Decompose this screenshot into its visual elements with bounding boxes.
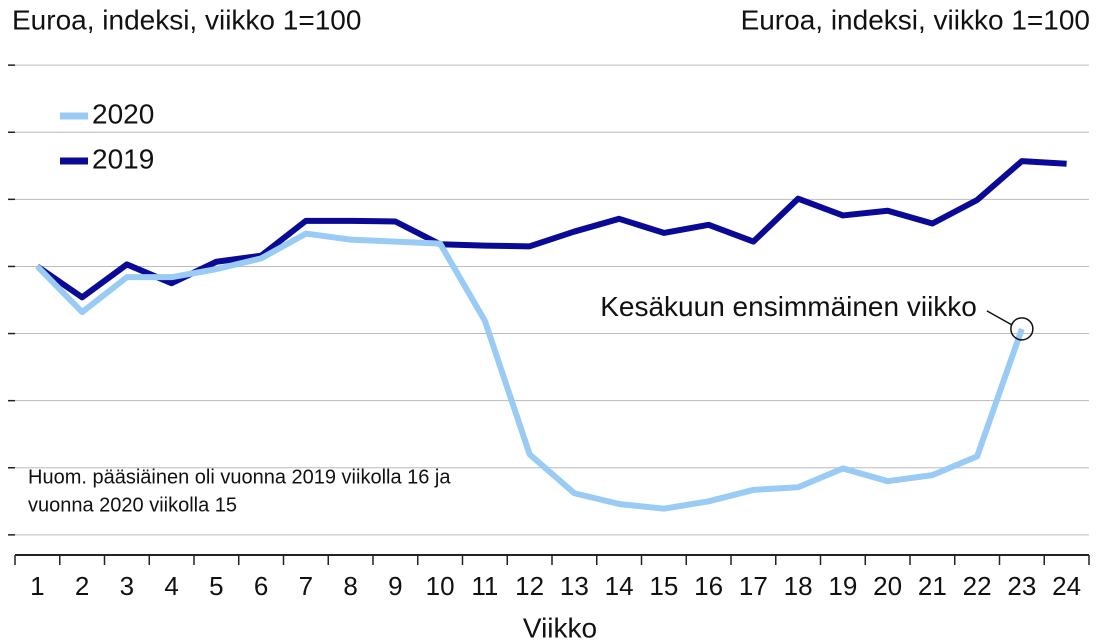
annotation: Kesäkuun ensimmäinen viikko [600,291,977,322]
x-tick-label: 7 [299,571,313,601]
y2-axis-label: Euroa, indeksi, viikko 1=100 [741,4,1090,35]
x-tick-label: 16 [694,571,723,601]
x-tick-label: 15 [649,571,678,601]
x-tick-label: 22 [963,571,992,601]
x-tick-label: 13 [560,571,589,601]
x-axis-label: Viikko [523,612,597,643]
legend-label: 2020 [92,98,154,129]
x-tick-label: 18 [784,571,813,601]
x-tick-label: 19 [828,571,857,601]
x-tick-label: 4 [164,571,178,601]
x-tick-label: 8 [343,571,357,601]
y-axis-label: Euroa, indeksi, viikko 1=100 [12,4,361,35]
x-tick-label: 2 [75,571,89,601]
x-tick-label: 3 [120,571,134,601]
x-tick-label: 1 [30,571,44,601]
note: vuonna 2020 viikolla 15 [28,494,237,516]
x-tick-label: 11 [471,571,498,601]
x-tick-label: 6 [254,571,268,601]
x-tick-label: 24 [1052,571,1081,601]
series-line [35,158,1067,301]
x-tick-label: 5 [209,571,223,601]
x-tick-label: 14 [605,571,634,601]
x-tick-label: 21 [918,571,947,601]
x-tick-label: 10 [426,571,455,601]
series-line [35,230,1025,512]
annotation-circle [1010,317,1034,341]
x-tick-label: 12 [515,571,544,601]
x-tick-label: 20 [873,571,902,601]
x-tick-label: 23 [1007,571,1036,601]
note: Huom. pääsiäinen oli vuonna 2019 viikoll… [28,466,451,488]
legend-label: 2019 [92,143,154,174]
x-tick-label: 17 [739,571,768,601]
x-tick-label: 9 [388,571,402,601]
annotation-leader [986,310,1013,326]
